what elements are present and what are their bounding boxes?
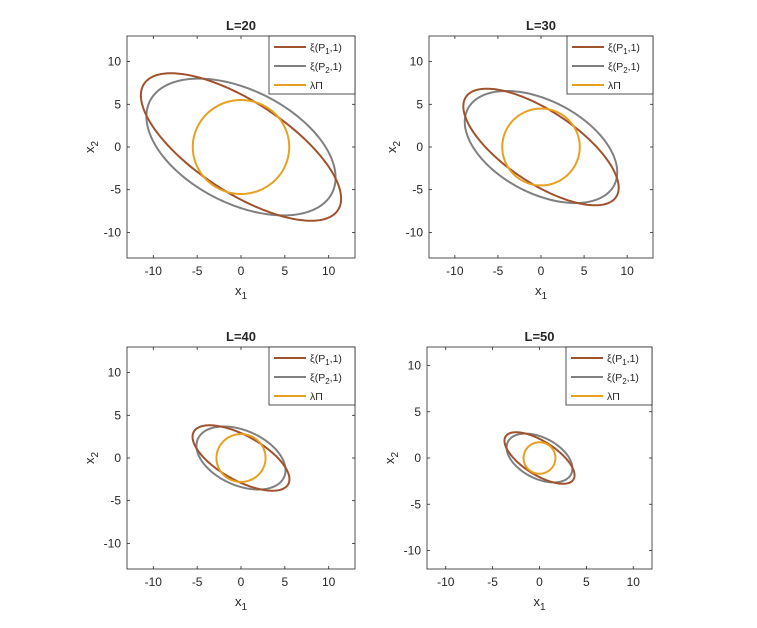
y-tick-label: -10 <box>406 225 424 239</box>
curves <box>503 431 576 485</box>
series-P1-curve <box>139 72 343 222</box>
x-tick-label: -10 <box>145 575 163 589</box>
plot-title: L=40 <box>226 329 256 344</box>
legend-label: λΠ <box>607 391 620 403</box>
y-tick-label: -10 <box>404 544 422 558</box>
y-tick-label: 10 <box>410 55 424 69</box>
x-tick-label: 0 <box>538 264 545 278</box>
x-tick-label: 0 <box>536 575 543 589</box>
y-tick-label: 5 <box>114 97 121 111</box>
series-lam-curve <box>215 433 267 483</box>
subplot-3: -10 -5 0 5 10 -10 -5 0 5 10 L=40 x1 x2 ξ(P1,1) ξ(P2,1)… <box>82 329 356 613</box>
x-tick-label: 10 <box>322 575 336 589</box>
y-axis-label: x2 <box>82 141 101 154</box>
y-tick-label: -10 <box>104 536 122 550</box>
series-P1-curve <box>191 424 291 492</box>
legend-label: ξ(P2,1) <box>607 372 639 386</box>
legend-label: ξ(P1,1) <box>310 353 342 367</box>
plot-title: L=30 <box>526 18 556 33</box>
series-P2-curve <box>463 89 619 205</box>
y-tick-label: -10 <box>104 225 122 239</box>
x-axis-label: x1 <box>235 594 248 613</box>
x-tick-label: -5 <box>487 575 498 589</box>
curves <box>191 424 291 492</box>
y-axis-label: x2 <box>384 141 403 154</box>
x-tick-label: 0 <box>238 264 245 278</box>
y-tick-label: 5 <box>416 97 423 111</box>
y-tick-label: 5 <box>414 405 421 419</box>
curves <box>139 72 343 222</box>
x-tick-label: 0 <box>238 575 245 589</box>
series-P2-curve <box>195 425 287 491</box>
y-tick-label: 0 <box>114 140 121 154</box>
x-tick-label: 10 <box>620 264 634 278</box>
series-P1-curve <box>462 87 620 207</box>
y-tick-label: -5 <box>110 494 121 508</box>
series-lam-curve <box>522 441 557 475</box>
x-tick-label: -10 <box>437 575 455 589</box>
x-axis-label: x1 <box>235 283 248 302</box>
curves <box>462 87 620 207</box>
y-tick-label: 10 <box>408 359 422 373</box>
series-P2-curve <box>505 432 574 484</box>
x-axis-label: x1 <box>535 283 548 302</box>
x-tick-label: 5 <box>583 575 590 589</box>
x-tick-label: 5 <box>282 575 289 589</box>
legend: ξ(P1,1) ξ(P2,1) λΠ <box>268 35 356 95</box>
y-tick-label: -5 <box>110 183 121 197</box>
legend-label: ξ(P2,1) <box>310 61 342 75</box>
series-lam-curve <box>501 107 581 187</box>
subplot-4: -10 -5 0 5 10 -10 -5 0 5 10 L=50 x1 x2 ξ(P1,1) ξ(P2,1)… <box>382 329 653 613</box>
subplot-1: -10 -5 0 5 10 -10 -5 0 5 10 L=20 x1 x2 ξ(P1,1) ξ(P2,1)… <box>82 18 356 302</box>
plot-title: L=20 <box>226 18 256 33</box>
plot-title: L=50 <box>525 329 555 344</box>
y-tick-label: 0 <box>416 140 423 154</box>
legend-label: ξ(P1,1) <box>310 42 342 56</box>
legend-label: ξ(P2,1) <box>608 61 640 75</box>
x-tick-label: -10 <box>446 264 464 278</box>
x-tick-label: 10 <box>322 264 336 278</box>
legend-label: ξ(P1,1) <box>608 42 640 56</box>
y-tick-label: -5 <box>410 497 421 511</box>
x-tick-label: -10 <box>145 264 163 278</box>
x-tick-label: -5 <box>192 575 203 589</box>
legend: ξ(P1,1) ξ(P2,1) λΠ <box>565 346 653 406</box>
x-tick-label: -5 <box>192 264 203 278</box>
y-tick-label: 0 <box>414 451 421 465</box>
y-tick-label: -5 <box>412 183 423 197</box>
y-tick-label: 10 <box>108 366 122 380</box>
x-tick-label: -5 <box>493 264 504 278</box>
x-tick-label: 5 <box>581 264 588 278</box>
x-tick-label: 10 <box>627 575 641 589</box>
y-axis-label: x2 <box>82 452 101 465</box>
y-axis-label: x2 <box>382 452 401 465</box>
x-tick-label: 5 <box>282 264 289 278</box>
series-lam-curve <box>191 99 291 195</box>
series-P1-curve <box>503 431 576 485</box>
y-tick-label: 5 <box>114 408 121 422</box>
series-P2-curve <box>145 77 337 217</box>
legend-label: λΠ <box>310 391 323 403</box>
x-axis-label: x1 <box>533 594 546 613</box>
legend-label: ξ(P1,1) <box>607 353 639 367</box>
y-tick-label: 0 <box>114 451 121 465</box>
legend-label: λΠ <box>310 80 323 92</box>
legend: ξ(P1,1) ξ(P2,1) λΠ <box>566 35 654 95</box>
subplot-2: -10 -5 0 5 10 -10 -5 0 5 10 L=30 x1 x2 ξ(P1,1) ξ(P2,1)… <box>384 18 654 302</box>
legend-label: λΠ <box>608 80 621 92</box>
legend-label: ξ(P2,1) <box>310 372 342 386</box>
y-tick-label: 10 <box>108 55 122 69</box>
legend: ξ(P1,1) ξ(P2,1) λΠ <box>268 346 356 406</box>
